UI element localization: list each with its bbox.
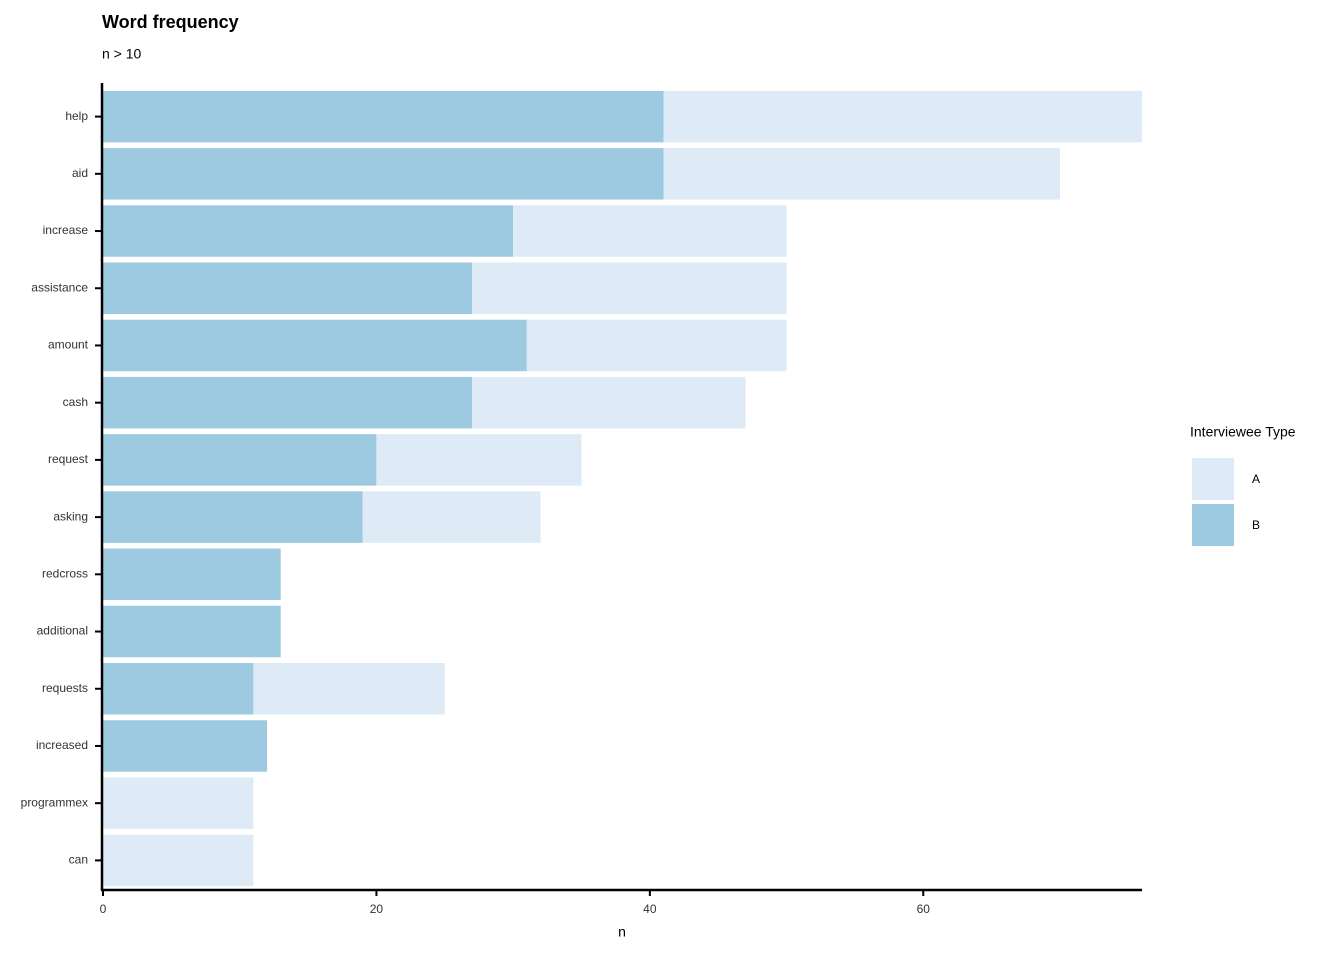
- y-tick-label: assistance: [31, 280, 88, 294]
- bar-segment: [103, 262, 473, 314]
- bar-segment: [103, 376, 473, 429]
- x-tick-label: 0: [100, 902, 107, 916]
- x-axis-title: n: [618, 924, 626, 940]
- y-tick-label: redcross: [42, 566, 88, 580]
- chart-subtitle: n > 10: [102, 46, 142, 62]
- bar-segment: [103, 548, 281, 601]
- y-tick-label: aid: [72, 166, 88, 180]
- y-tick-label: increase: [43, 223, 89, 237]
- y-tick-label: asking: [53, 509, 88, 523]
- bar-segment: [663, 90, 1142, 143]
- legend-key: [1192, 504, 1234, 546]
- legend-title: Interviewee Type: [1190, 424, 1296, 440]
- legend-label: A: [1252, 472, 1260, 486]
- legend-label: B: [1252, 518, 1260, 532]
- x-tick-label: 60: [917, 902, 931, 916]
- bar-segment: [103, 720, 268, 772]
- bar-segment: [513, 205, 787, 257]
- bar-segment: [472, 262, 787, 314]
- x-tick-label: 40: [643, 902, 657, 916]
- bar-segment: [103, 777, 254, 829]
- y-tick-label: increased: [36, 738, 88, 752]
- bar-segment: [253, 663, 445, 715]
- bar-segment: [103, 491, 363, 543]
- x-tick-label: 20: [370, 902, 384, 916]
- bar-segment: [103, 434, 377, 486]
- y-tick-label: help: [65, 109, 88, 123]
- bar-segment: [103, 605, 281, 658]
- y-tick-label: requests: [42, 681, 88, 695]
- bar-segment: [376, 434, 582, 486]
- bar-segment: [526, 319, 787, 372]
- y-tick-label: can: [69, 853, 88, 867]
- bar-segment: [103, 319, 527, 372]
- bar-segment: [103, 205, 514, 257]
- bar-segment: [103, 834, 254, 887]
- bar-segment: [663, 148, 1060, 200]
- bar-segment: [103, 90, 664, 143]
- legend-key: [1192, 458, 1234, 500]
- bar-segment: [103, 663, 254, 715]
- bar-segment: [103, 148, 664, 200]
- chart-title: Word frequency: [102, 12, 239, 32]
- y-tick-label: request: [48, 452, 89, 466]
- y-tick-label: cash: [63, 395, 88, 409]
- bar-segment: [472, 376, 746, 429]
- y-tick-label: programmex: [21, 795, 88, 809]
- y-tick-label: additional: [37, 624, 88, 638]
- bar-segment: [362, 491, 541, 543]
- y-tick-label: amount: [48, 338, 89, 352]
